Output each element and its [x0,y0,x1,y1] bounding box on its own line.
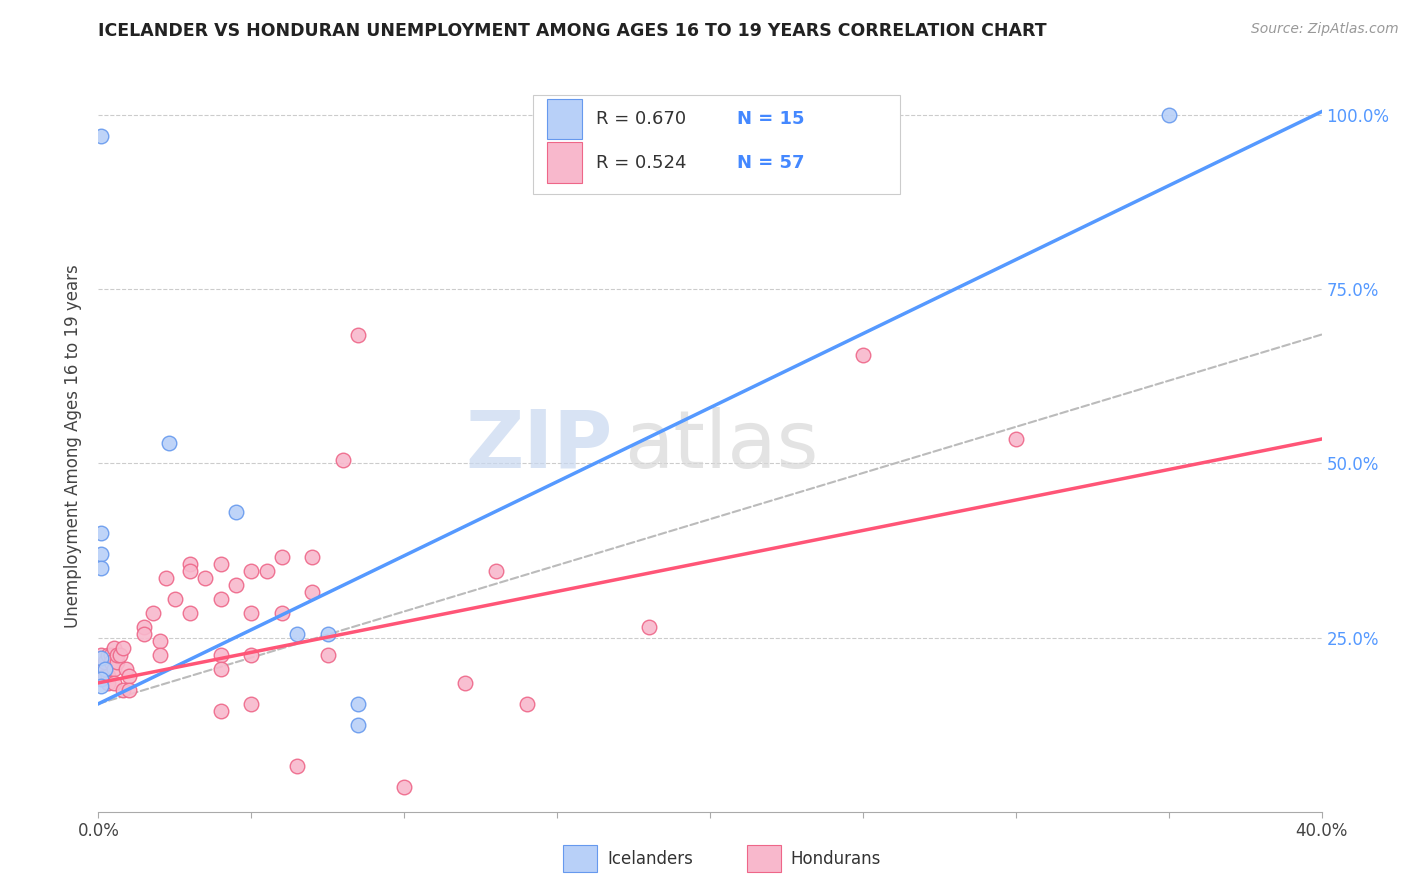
Point [852,348,875,362]
Point [256,565,278,579]
Point [225,578,247,592]
Point [103,676,125,690]
Point [90,526,112,541]
Y-axis label: Unemployment Among Ages 16 to 19 years: Unemployment Among Ages 16 to 19 years [65,264,83,628]
Point [103,640,125,655]
Point [163,592,186,607]
Point [93,669,115,683]
Point [142,606,165,620]
Text: R = 0.524: R = 0.524 [596,153,686,171]
Point [485,565,508,579]
Point [209,704,232,718]
Point [118,669,141,683]
Point [1157,108,1180,122]
Text: ZIP: ZIP [465,407,612,485]
Text: N = 57: N = 57 [737,153,804,171]
Text: Source: ZipAtlas.com: Source: ZipAtlas.com [1251,22,1399,37]
Point [240,565,263,579]
Point [97,669,120,683]
Text: Hondurans: Hondurans [790,849,882,868]
Point [179,606,201,620]
Text: atlas: atlas [624,407,818,485]
Point [347,717,370,731]
Point [225,505,247,519]
Point [90,673,112,687]
Point [194,571,217,585]
Point [332,453,354,467]
Point [285,627,308,641]
Point [270,606,292,620]
Point [179,558,201,572]
Point [100,648,122,662]
Text: N = 15: N = 15 [737,110,804,128]
Point [316,627,339,641]
Point [105,655,128,669]
Point [637,620,661,634]
Point [149,648,172,662]
Point [270,550,292,565]
Point [149,634,172,648]
FancyBboxPatch shape [533,95,900,194]
Point [516,697,538,711]
Point [111,682,134,697]
Point [209,662,232,676]
Point [347,697,370,711]
Point [134,620,156,634]
Point [301,585,323,599]
Point [97,676,120,690]
FancyBboxPatch shape [747,845,780,872]
Text: Icelanders: Icelanders [607,849,693,868]
Point [97,648,120,662]
Point [118,682,141,697]
Point [111,640,134,655]
Point [93,655,115,669]
Point [134,627,156,641]
Point [454,676,477,690]
Point [115,662,138,676]
Point [90,128,112,143]
Point [392,780,416,795]
Point [316,648,339,662]
Point [240,648,263,662]
Point [93,662,115,676]
Point [90,679,112,693]
Point [240,697,263,711]
Point [209,648,232,662]
Point [90,547,112,561]
FancyBboxPatch shape [547,99,582,139]
Text: R = 0.670: R = 0.670 [596,110,686,128]
Point [103,662,125,676]
Point [100,655,122,669]
FancyBboxPatch shape [547,143,582,183]
Point [301,550,323,565]
Point [1004,432,1026,446]
Point [209,558,232,572]
Point [108,648,131,662]
Text: ICELANDER VS HONDURAN UNEMPLOYMENT AMONG AGES 16 TO 19 YEARS CORRELATION CHART: ICELANDER VS HONDURAN UNEMPLOYMENT AMONG… [98,22,1047,40]
FancyBboxPatch shape [564,845,598,872]
Point [209,592,232,607]
Point [179,565,201,579]
Point [285,759,308,773]
Point [90,662,112,676]
Point [157,435,180,450]
Point [90,648,112,662]
Point [155,571,177,585]
Point [90,561,112,575]
Point [90,651,112,665]
Point [347,327,370,342]
Point [105,648,128,662]
Point [240,606,263,620]
